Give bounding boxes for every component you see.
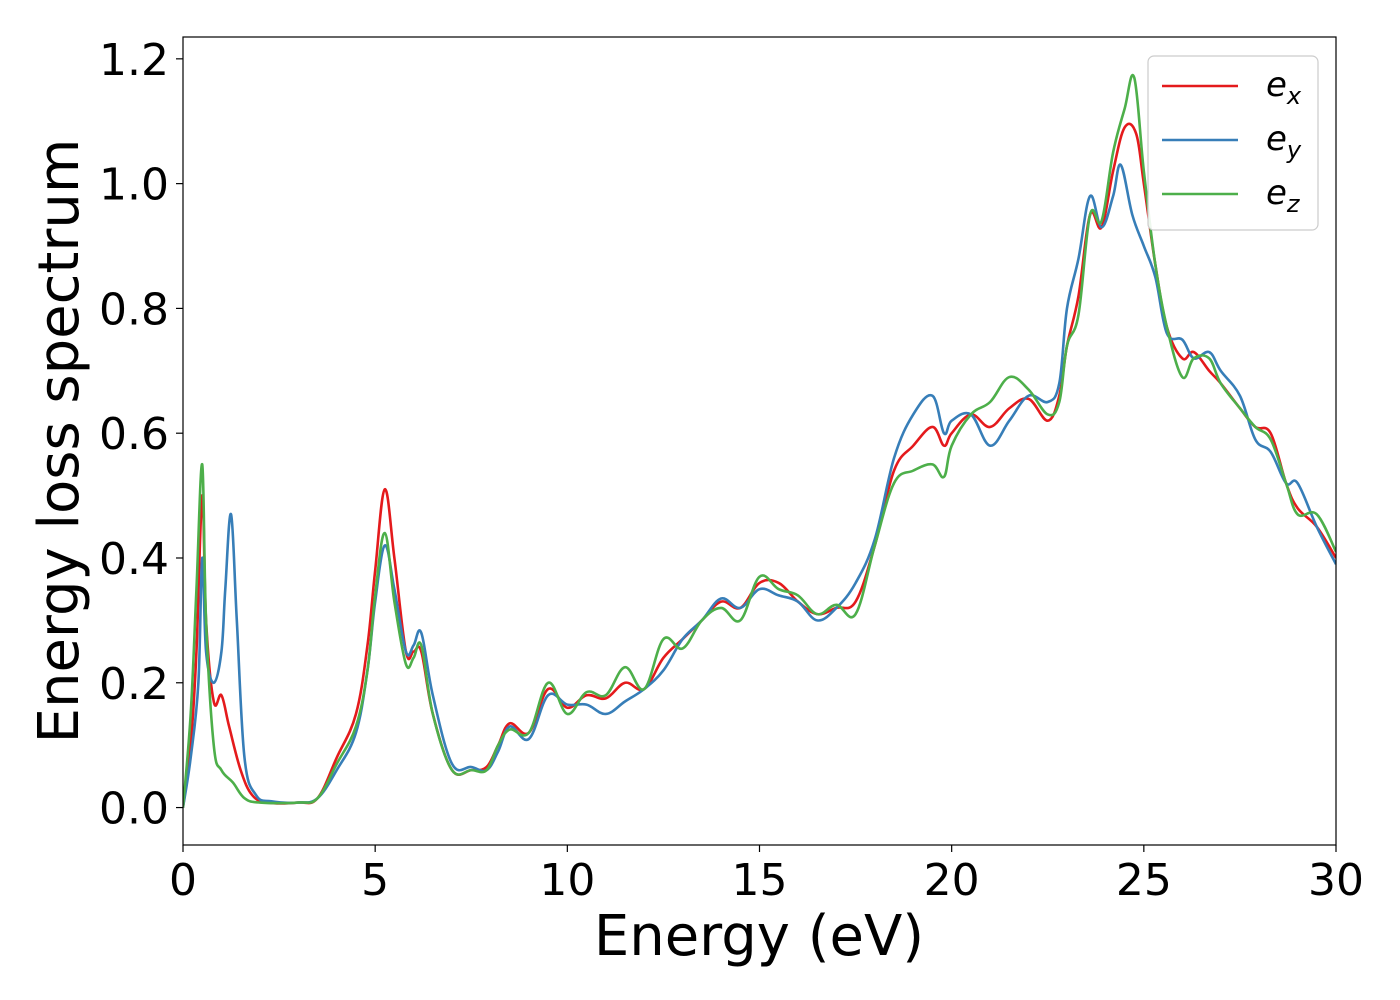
x-tick-label: 30 — [1308, 855, 1364, 906]
y-tick-label: 0.6 — [99, 409, 169, 460]
y-tick-label: 0.4 — [99, 534, 169, 585]
y-tick-label: 0.0 — [99, 784, 169, 835]
x-tick-label: 15 — [732, 855, 788, 906]
y-axis: 0.0 0.2 0.4 0.6 0.8 1.0 1.2 — [99, 35, 183, 835]
x-tick-label: 0 — [169, 855, 197, 906]
x-tick-label: 5 — [361, 855, 389, 906]
x-tick-label: 20 — [924, 855, 980, 906]
x-tick-label: 10 — [539, 855, 595, 906]
series-line-ez — [183, 73, 1336, 808]
legend-box — [1147, 55, 1319, 231]
series-layer — [183, 73, 1336, 808]
y-tick-label: 1.0 — [99, 160, 169, 211]
x-tick-label: 25 — [1116, 855, 1172, 906]
y-tick-label: 0.2 — [99, 659, 169, 710]
x-axis: 0 5 10 15 20 25 30 — [169, 845, 1364, 906]
y-tick-label: 0.8 — [99, 284, 169, 335]
x-axis-title: Energy (eV) — [594, 904, 924, 969]
y-tick-label: 1.2 — [99, 35, 169, 86]
y-axis-title: Energy loss spectrum — [27, 139, 92, 744]
